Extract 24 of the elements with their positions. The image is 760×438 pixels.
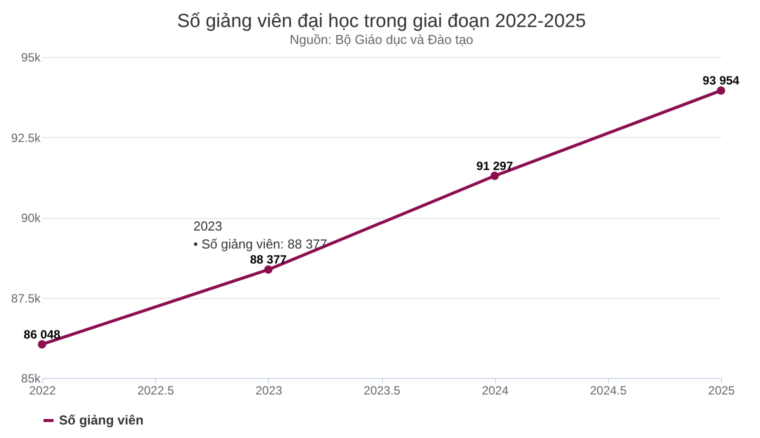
point [490,172,499,180]
y-tick-label: 90k [21,211,42,225]
point [716,86,726,95]
chart-title: Số giảng viên đại học trong giai đoạn 2022-2025 [177,11,586,32]
data-label: 86 048 [24,327,61,342]
legend-label: Số giảng viên [59,412,144,428]
annotation: 2023 • Số giảng viên: 88 377 [193,218,328,252]
data-label: 91 297 [476,158,514,173]
chart-subtitle: Nguồn: Bộ Giáo dục và Đào tạo [290,32,474,47]
point [38,340,46,349]
x-tick-label: 2023 [255,384,283,398]
y-tick-label: 87.5k [11,291,42,306]
y-tick-label: 92.5k [11,130,42,145]
y-tick-label: 95k [21,50,42,64]
x-tick-label: 2025 [708,384,736,398]
x-tick-label: 2022.5 [137,384,174,398]
y-tick-label: 85k [21,372,42,386]
x-tick-label: 2024.5 [590,384,628,398]
x-tick-label: 2024 [482,384,509,398]
x-tick-label: 2023.5 [364,384,401,398]
point [264,265,273,274]
x-tick-label: 2022 [29,384,56,398]
data-label: 88 377 [250,252,288,267]
data-label: 93 954 [702,74,740,88]
